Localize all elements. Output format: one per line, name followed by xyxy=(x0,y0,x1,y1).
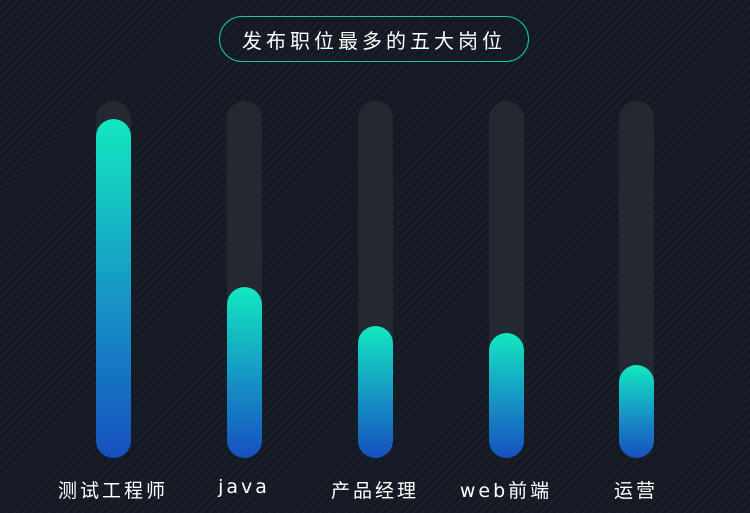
bar xyxy=(488,333,524,458)
bar xyxy=(226,286,262,458)
bar xyxy=(357,325,393,458)
category-label: 运营 xyxy=(613,480,658,502)
chart-title: 发布职位最多的五大岗位 xyxy=(219,16,529,62)
category-label: web前端 xyxy=(459,480,553,502)
bar xyxy=(95,118,131,458)
category-label: 测试工程师 xyxy=(57,480,168,502)
category-label: 产品经理 xyxy=(330,480,419,502)
bar xyxy=(618,365,654,458)
category-label: java xyxy=(218,476,270,498)
